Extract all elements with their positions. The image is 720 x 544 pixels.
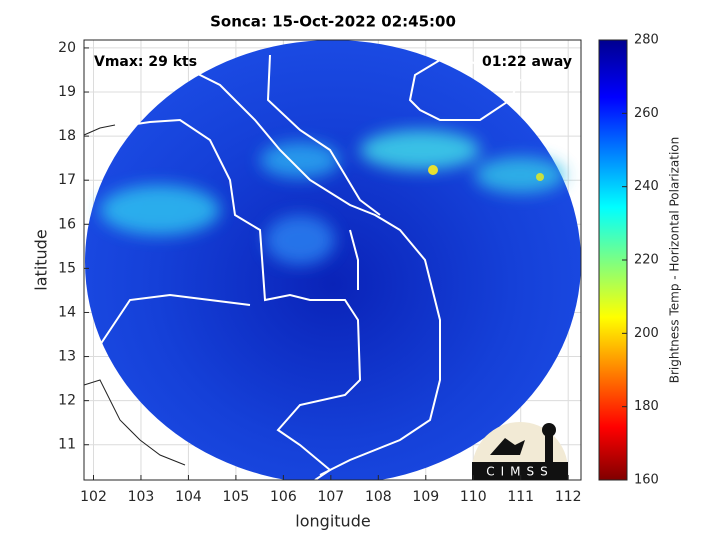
y-tick-label: 11 (58, 437, 76, 453)
y-tick-label: 20 (58, 40, 76, 56)
x-tick-label: 107 (317, 489, 344, 505)
y-tick-label: 14 (58, 304, 76, 320)
x-tick-label: 102 (80, 489, 107, 505)
y-tick-label: 12 (58, 393, 76, 409)
y-tick-label: 17 (58, 172, 76, 188)
x-tick-label: 109 (412, 489, 439, 505)
colorbar-tick-label: 260 (634, 106, 659, 121)
satellite-image (85, 40, 581, 480)
cimss-logo (472, 422, 568, 480)
x-tick-label: 108 (365, 489, 392, 505)
colorbar-tick-label: 160 (634, 473, 659, 488)
chart-title: Sonca: 15-Oct-2022 02:45:00 (210, 13, 456, 31)
colorbar-tick-label: 220 (634, 253, 659, 268)
colorbar-tick-label: 180 (634, 399, 659, 414)
colorbar-tick-label: 240 (634, 179, 659, 194)
x-tick-label: 104 (175, 489, 202, 505)
y-tick-label: 18 (58, 128, 76, 144)
x-tick-label: 110 (460, 489, 487, 505)
colorbar-tick-label: 200 (634, 326, 659, 341)
colorbar-label: Brightness Temp - Horizontal Polarizatio… (668, 137, 682, 384)
y-axis-label: latitude (32, 229, 51, 290)
y-tick-label: 16 (58, 216, 76, 232)
x-tick-label: 106 (270, 489, 297, 505)
plot-frame (83, 39, 582, 481)
annotation: Vmax: 29 kts (94, 54, 197, 70)
y-tick-label: 15 (58, 260, 76, 276)
x-tick-label: 111 (507, 489, 534, 505)
x-tick-label: 105 (223, 489, 250, 505)
logo-text: CIMSS (486, 465, 554, 479)
x-axis-label: longitude (295, 512, 370, 531)
y-tick-label: 13 (58, 349, 76, 365)
colorbar-tick-label: 280 (634, 33, 659, 48)
annotation: 01:22 away (482, 54, 572, 70)
y-tick-label: 19 (58, 84, 76, 100)
x-tick-label: 112 (555, 489, 582, 505)
x-tick-label: 103 (128, 489, 155, 505)
